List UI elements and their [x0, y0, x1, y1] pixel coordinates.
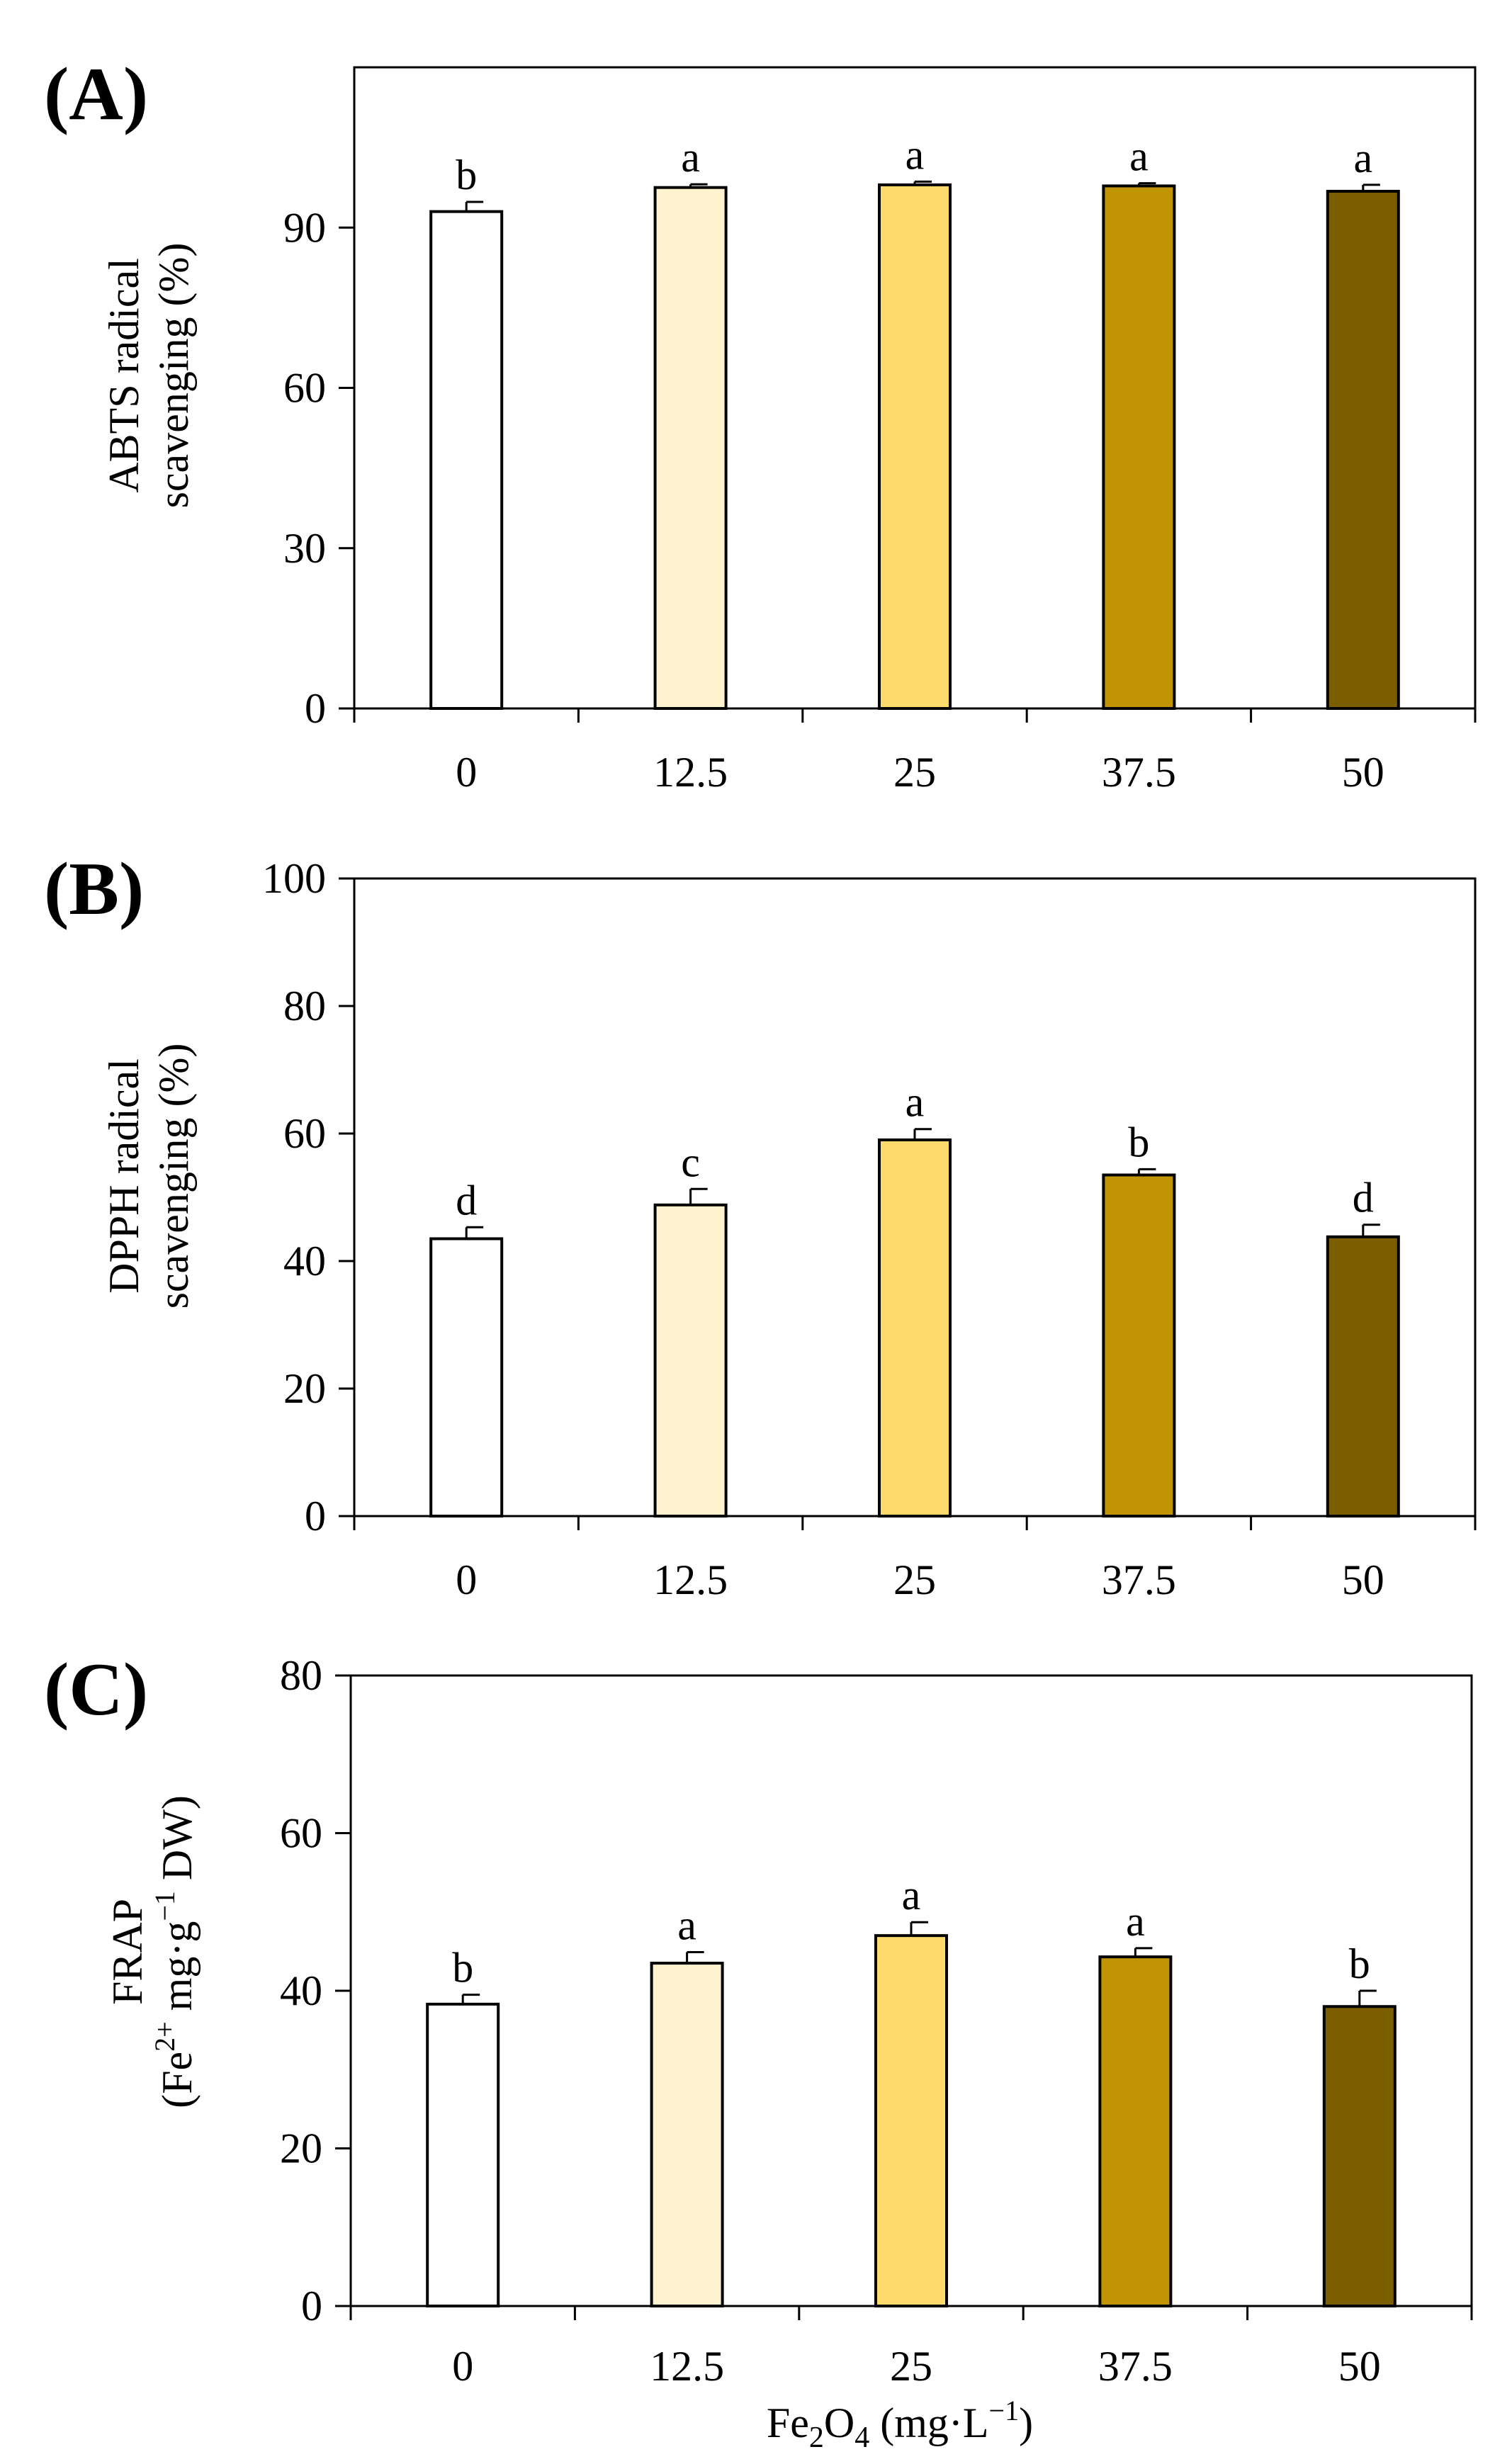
panel-b-ylabel-line2: scavenging (%) [150, 1044, 197, 1309]
panel-b-significance-label: c [681, 1138, 700, 1185]
panel-c-xtick-label: 0 [452, 2343, 473, 2390]
panel-a-ytick-label: 90 [283, 204, 326, 251]
panel-c-bar [1098, 1955, 1173, 2308]
panel-a-significance-label: a [905, 131, 925, 178]
panel-c-ytick-label: 0 [301, 2283, 322, 2329]
panel-a-bar [1102, 184, 1176, 710]
panel-label-a: (A) [44, 52, 148, 135]
panel-label-b: (B) [44, 847, 144, 930]
panel-c-significance-label: a [1126, 1898, 1145, 1945]
panel-b: (B) 0 20 40 60 80 100 d 0 c 12.5 a 25 b 37.5 d 50 DPPH … [44, 847, 1477, 1603]
panel-b-bar [653, 1203, 728, 1518]
panel-c-ytick-label: 20 [280, 2125, 322, 2172]
panel-c-ytick-label: 40 [280, 1967, 322, 2014]
panel-c-ylabel-line2: (Fe2+ mg·g−1 DW) [149, 1795, 201, 2108]
panel-a-xtick-label: 50 [1342, 749, 1384, 796]
panel-a-significance-label: a [1129, 133, 1149, 180]
panel-b-bar [429, 1237, 504, 1518]
panel-a-plot: 0 30 60 90 b 0 a 12.5 a 25 a 37.5 a 50 [283, 66, 1477, 796]
panel-b-ytick-label: 20 [283, 1365, 326, 1412]
panel-c-plot: 0 20 40 60 80 b 0 a 12.5 a 25 a 37.5 b 50 [280, 1652, 1473, 2390]
panel-a-significance-label: a [681, 134, 700, 181]
panel-c-xtick-label: 37.5 [1098, 2343, 1173, 2390]
panel-c-xtick-label: 50 [1338, 2343, 1381, 2390]
panel-b-plot: 0 20 40 60 80 100 d 0 c 12.5 a 25 b 37.5 d 50 [262, 855, 1477, 1603]
panel-c-ylabel: FRAP [104, 1899, 151, 2005]
panel-c-significance-label: a [902, 1872, 921, 1918]
panel-c-bar [650, 1962, 724, 2307]
panel-b-significance-label: a [905, 1079, 925, 1126]
x-axis-title: Fe2O4 (mg·L−1) [767, 2395, 1033, 2454]
panel-b-bar [1326, 1235, 1400, 1518]
panel-b-bar [1102, 1173, 1176, 1518]
panel-b-xtick-label: 50 [1342, 1556, 1384, 1603]
panel-a-bar [429, 210, 504, 710]
panel-b-significance-label: d [1353, 1175, 1374, 1221]
panel-a-bar [878, 183, 952, 710]
panel-a-bar [1326, 189, 1400, 710]
panel-a-xtick-label: 37.5 [1102, 749, 1176, 796]
panel-c-xtick-label: 12.5 [650, 2343, 724, 2390]
panel-c-significance-label: a [677, 1901, 696, 1948]
panel-b-ytick-label: 0 [305, 1493, 326, 1539]
panel-c: (C) 0 20 40 60 80 b 0 a 12.5 a 25 a 37.5 b 50 FRAP (Fe… [44, 1648, 1473, 2390]
panel-b-ytick-label: 80 [283, 983, 326, 1029]
panel-c-xtick-label: 25 [890, 2343, 932, 2390]
panel-a-xtick-label: 0 [456, 749, 477, 796]
panel-label-c: (C) [44, 1648, 148, 1731]
panel-c-significance-label: b [452, 1945, 473, 1991]
panel-b-ytick-label: 40 [283, 1238, 326, 1284]
panel-a-ytick-label: 60 [283, 365, 326, 412]
panel-a: (A) 0 30 60 90 b 0 a 12.5 a 25 a 37.5 a 50 ABTS radic… [44, 52, 1477, 796]
panel-b-xtick-label: 37.5 [1102, 1556, 1176, 1603]
panel-a-significance-label: b [456, 152, 477, 198]
panel-a-xtick-label: 25 [893, 749, 936, 796]
panel-a-bar [653, 186, 728, 710]
panel-a-ytick-label: 0 [305, 685, 326, 732]
panel-b-significance-label: b [1128, 1119, 1149, 1165]
panel-b-xtick-label: 25 [893, 1556, 936, 1603]
panel-c-ytick-label: 80 [280, 1652, 322, 1699]
panel-a-ytick-label: 30 [283, 525, 326, 572]
panel-a-ylabel: ABTS radical [101, 258, 147, 493]
panel-a-significance-label: a [1353, 135, 1372, 181]
panel-b-xtick-label: 0 [456, 1556, 477, 1603]
panel-c-ytick-label: 60 [280, 1810, 322, 1857]
panel-b-bar [878, 1138, 952, 1518]
panel-b-xtick-label: 12.5 [653, 1556, 728, 1603]
panel-b-ylabel: DPPH radical [101, 1058, 147, 1294]
panel-b-ytick-label: 60 [283, 1110, 326, 1157]
panel-c-bar [426, 2002, 500, 2308]
panel-c-bar [1322, 2005, 1397, 2307]
panel-c-significance-label: b [1349, 1940, 1370, 1987]
panel-a-xtick-label: 12.5 [653, 749, 728, 796]
panel-a-ylabel-line2: scavenging (%) [150, 243, 197, 509]
panel-c-bar [874, 1934, 948, 2307]
panel-b-significance-label: d [456, 1177, 477, 1223]
panel-b-ytick-label: 100 [262, 855, 326, 902]
